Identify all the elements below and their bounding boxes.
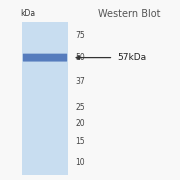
Text: 10: 10: [76, 158, 85, 167]
FancyBboxPatch shape: [22, 22, 68, 175]
Text: 25: 25: [76, 103, 85, 112]
Text: 20: 20: [76, 119, 85, 128]
Text: 15: 15: [76, 137, 85, 146]
Text: Western Blot: Western Blot: [98, 9, 161, 19]
Text: 57kDa: 57kDa: [117, 53, 146, 62]
Text: 37: 37: [76, 77, 85, 86]
FancyBboxPatch shape: [23, 54, 67, 62]
Text: 75: 75: [76, 31, 85, 40]
Text: 50: 50: [76, 53, 85, 62]
Text: kDa: kDa: [20, 9, 35, 18]
